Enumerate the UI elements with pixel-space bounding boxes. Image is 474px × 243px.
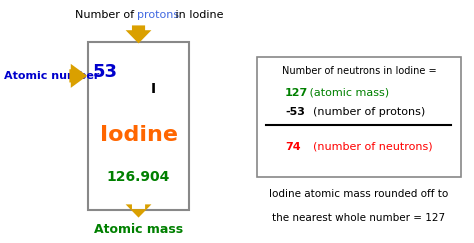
FancyBboxPatch shape [257,57,461,177]
Text: protons: protons [137,10,180,20]
Text: 126.904: 126.904 [107,170,170,184]
Text: (number of protons): (number of protons) [306,107,425,117]
Text: the nearest whole number = 127: the nearest whole number = 127 [273,213,446,223]
FancyBboxPatch shape [88,42,189,210]
Polygon shape [126,26,151,43]
Text: Iodine: Iodine [100,125,178,145]
Text: Number of neutrons in Iodine =: Number of neutrons in Iodine = [282,66,436,76]
Polygon shape [126,204,151,217]
Text: 74: 74 [285,142,301,152]
Text: -53: -53 [285,107,305,117]
Text: 53: 53 [93,63,118,81]
Polygon shape [69,64,87,88]
Text: Atomic mass: Atomic mass [94,223,183,236]
Text: 127: 127 [285,88,308,98]
Text: (number of neutrons): (number of neutrons) [306,142,433,152]
Text: Atomic number: Atomic number [4,71,99,81]
Text: in Iodine: in Iodine [172,10,223,20]
Text: I: I [151,82,156,96]
Text: Number of: Number of [75,10,137,20]
Text: Iodine atomic mass rounded off to: Iodine atomic mass rounded off to [269,189,448,199]
Text: (atomic mass): (atomic mass) [306,88,389,98]
